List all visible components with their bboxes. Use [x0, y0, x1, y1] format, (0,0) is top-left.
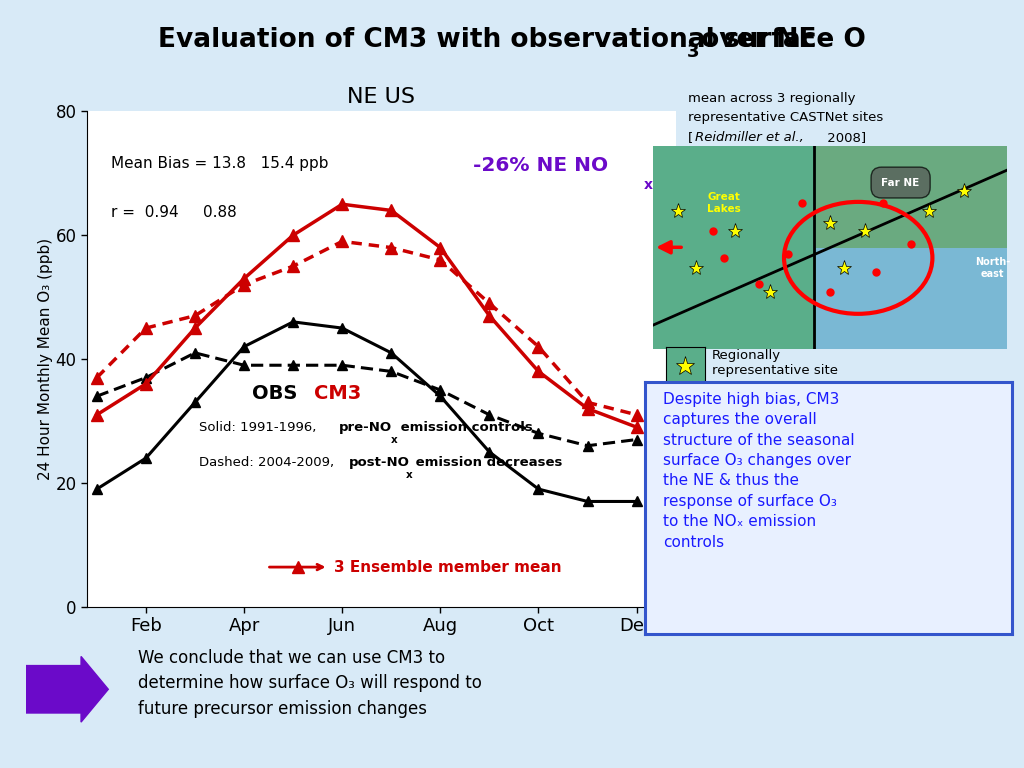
Text: CM3: CM3: [313, 384, 361, 402]
Text: x: x: [643, 178, 652, 192]
Y-axis label: 24 Hour Monthly Mean O₃ (ppb): 24 Hour Monthly Mean O₃ (ppb): [38, 238, 52, 480]
Text: Dashed: 2004-2009,: Dashed: 2004-2009,: [199, 455, 338, 468]
Bar: [816, 146, 1007, 247]
Text: [: [: [688, 131, 693, 144]
Text: emission decreases: emission decreases: [411, 455, 562, 468]
Text: representative CASTNet sites: representative CASTNet sites: [688, 111, 884, 124]
Text: r =  0.94     0.88: r = 0.94 0.88: [111, 206, 237, 220]
Text: over NE: over NE: [692, 28, 817, 53]
Text: We conclude that we can use CM3 to: We conclude that we can use CM3 to: [138, 649, 445, 667]
Text: Great
Lakes: Great Lakes: [708, 192, 740, 214]
Text: Mean Bias = 13.8   15.4 ppb: Mean Bias = 13.8 15.4 ppb: [111, 156, 328, 171]
Text: x: x: [391, 435, 397, 445]
Bar: [816, 146, 1007, 349]
Text: Reidmiller et al.,: Reidmiller et al.,: [695, 131, 804, 144]
Text: determine how surface O₃ will respond to: determine how surface O₃ will respond to: [138, 674, 482, 692]
Text: future precursor emission changes: future precursor emission changes: [138, 700, 427, 718]
Text: emission controls: emission controls: [395, 421, 532, 434]
Text: -26% NE NO: -26% NE NO: [473, 156, 608, 175]
FancyArrow shape: [26, 657, 109, 722]
Text: Far NE: Far NE: [882, 177, 920, 187]
Text: mean across 3 regionally: mean across 3 regionally: [688, 92, 856, 105]
Text: Despite high bias, CM3
captures the overall
structure of the seasonal
surface O₃: Despite high bias, CM3 captures the over…: [664, 392, 855, 550]
Text: x: x: [407, 469, 413, 479]
Text: OBS: OBS: [252, 384, 304, 402]
Text: Solid: 1991-1996,: Solid: 1991-1996,: [199, 421, 321, 434]
Text: 3: 3: [686, 44, 699, 61]
Text: post-NO: post-NO: [349, 455, 410, 468]
Text: 2008]: 2008]: [823, 131, 866, 144]
Title: NE US: NE US: [347, 87, 416, 107]
Text: pre-NO: pre-NO: [339, 421, 392, 434]
Text: North-
east: North- east: [975, 257, 1010, 279]
Text: Regionally
representative site: Regionally representative site: [712, 349, 838, 377]
Text: Evaluation of CM3 with observational surface O: Evaluation of CM3 with observational sur…: [158, 28, 866, 53]
Text: 3 Ensemble member mean: 3 Ensemble member mean: [334, 560, 562, 574]
